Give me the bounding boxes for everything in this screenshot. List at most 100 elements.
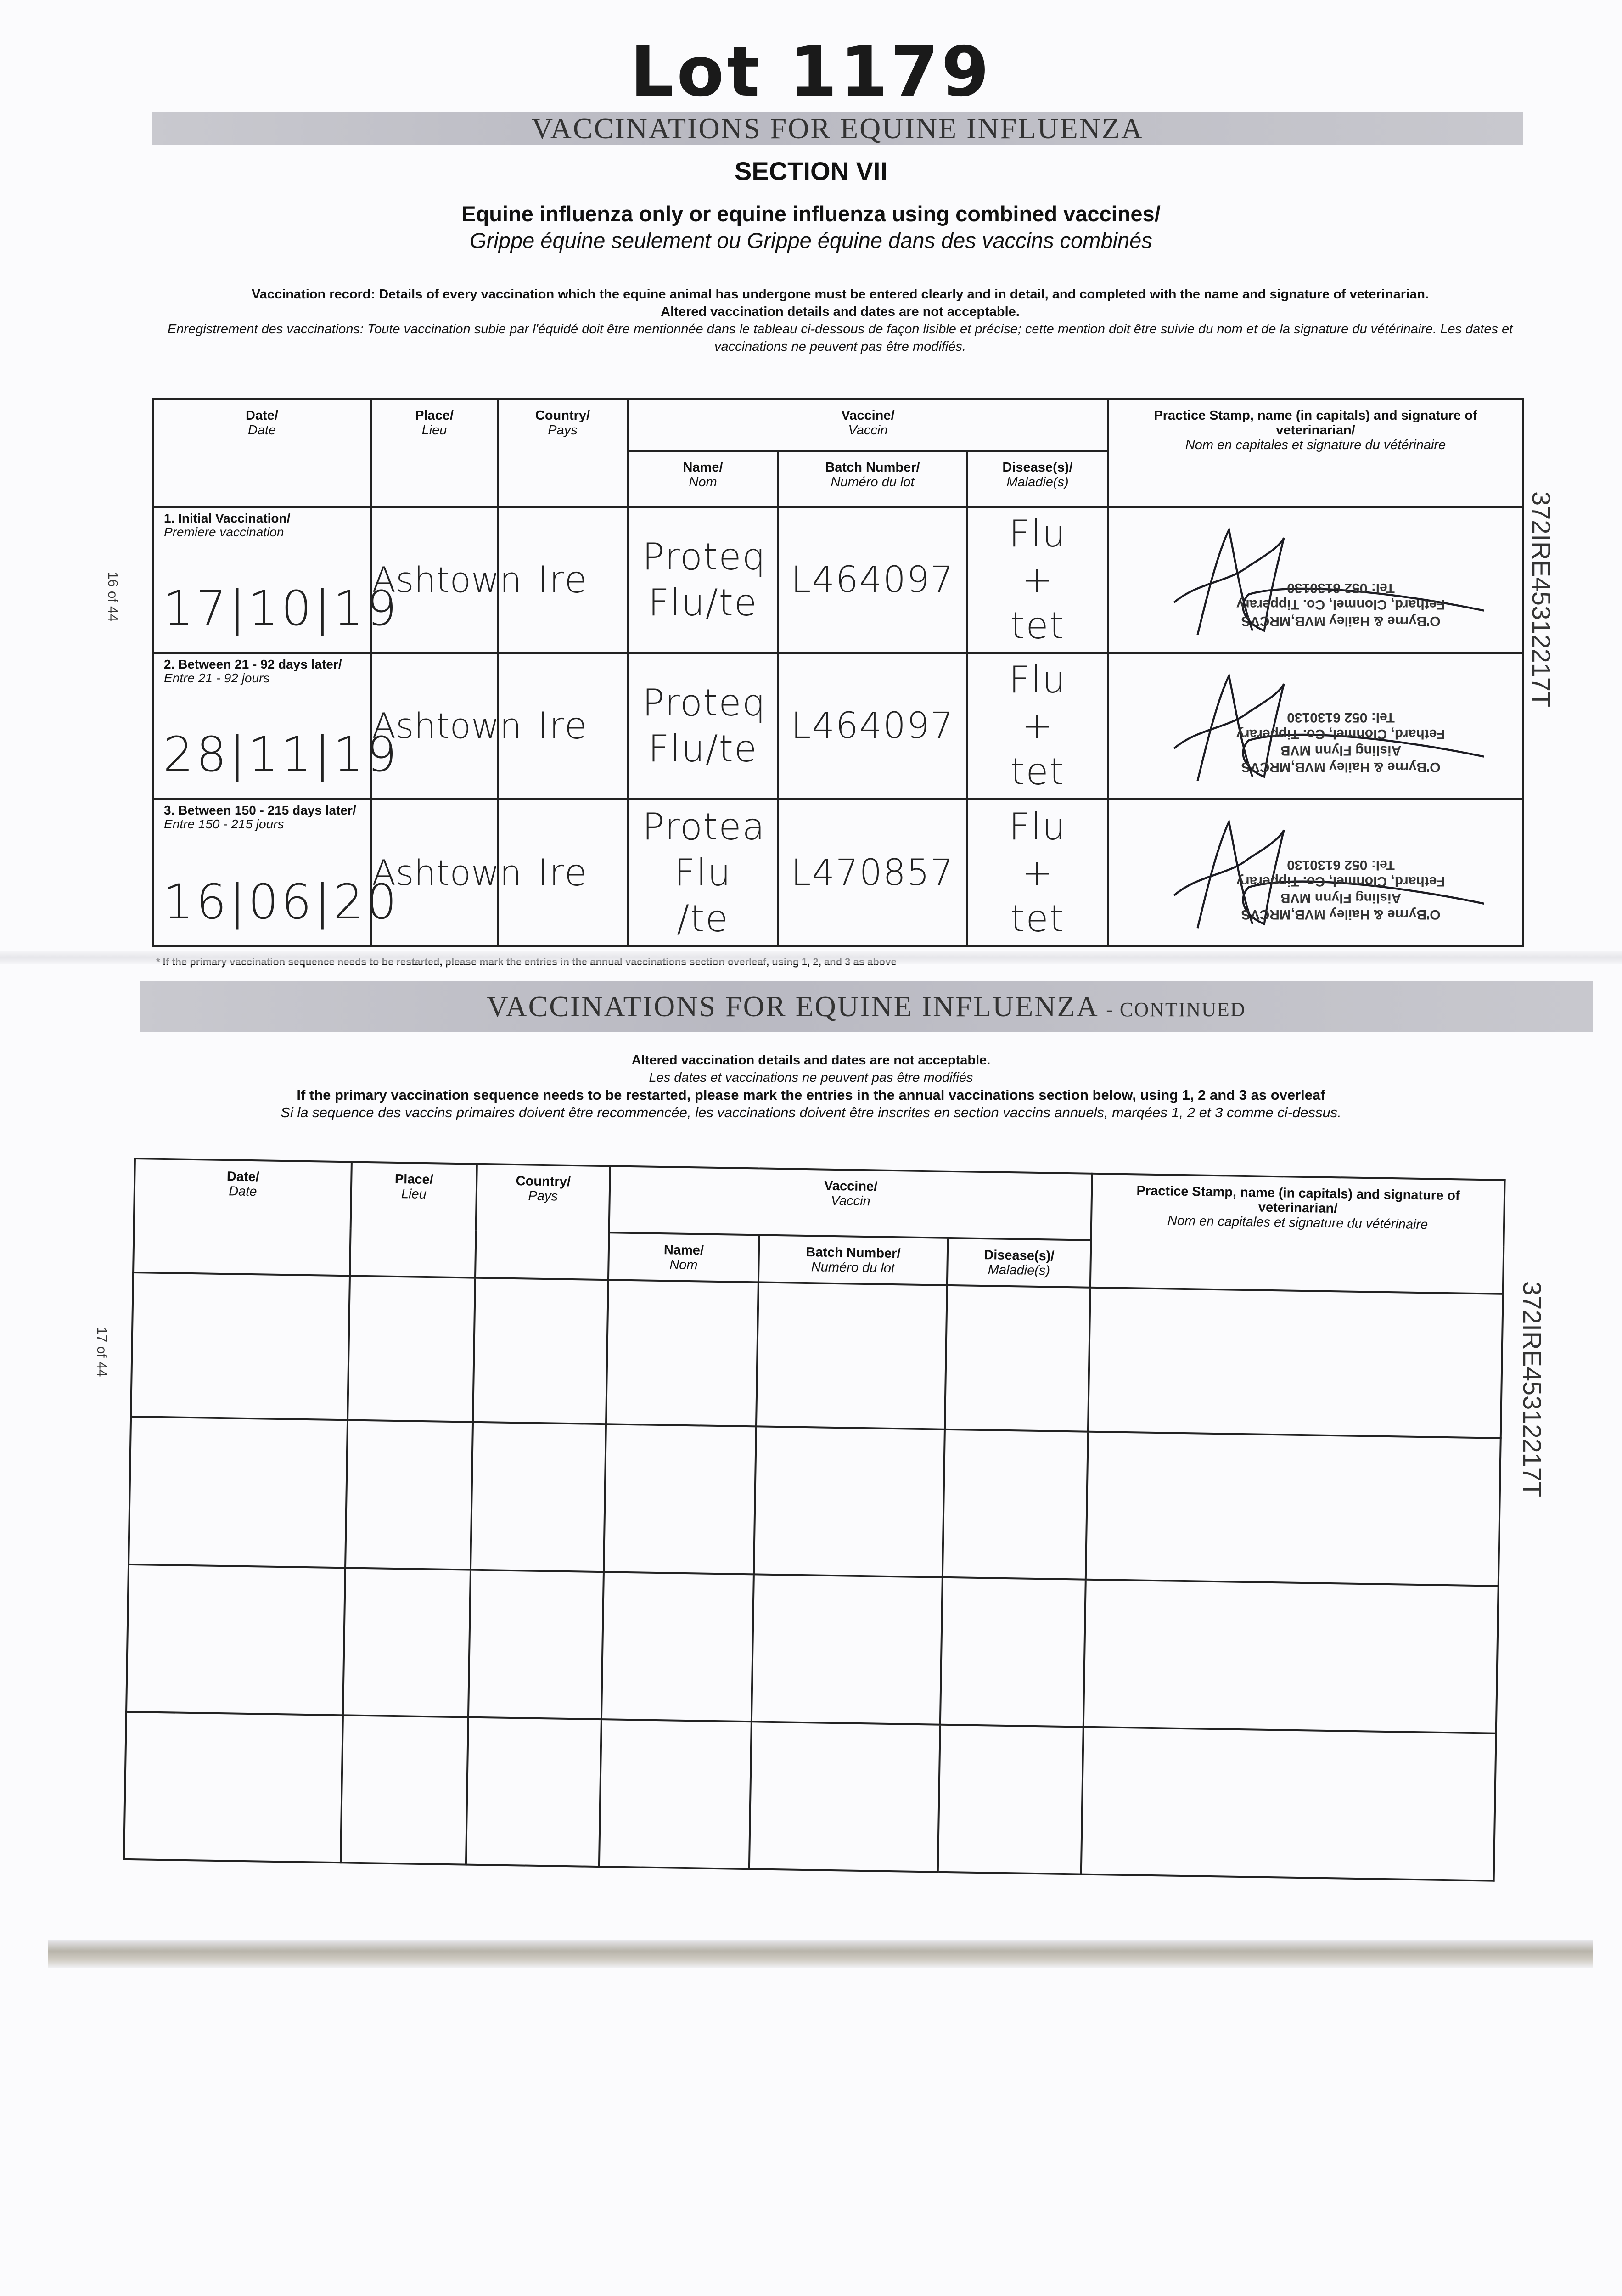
empty-cell[interactable] <box>944 1285 1090 1432</box>
continued-header-band: VACCINATIONS FOR EQUINE INFLUENZA - CONT… <box>140 981 1593 1032</box>
stamp-line: Tel: 052 6130130 <box>1287 710 1395 725</box>
empty-cell[interactable] <box>131 1272 350 1420</box>
empty-cell[interactable] <box>468 1570 604 1720</box>
header-date: Date/Date <box>133 1159 352 1276</box>
vaccination-date: 17|10|19 <box>163 580 400 636</box>
empty-cell[interactable] <box>466 1717 601 1867</box>
header-diseases: Disease(s)/Maladie(s) <box>947 1238 1091 1288</box>
note-en-altered-2: Altered vaccination details and dates ar… <box>631 1053 991 1068</box>
diseases: Flu + tet <box>1009 512 1066 647</box>
subtitle-fr: Grippe équine seulement ou Grippe équine… <box>470 228 1152 253</box>
lot-number-handwritten: Lot 1179 <box>630 32 992 112</box>
note-en: Vaccination record: Details of every vac… <box>252 287 1429 302</box>
empty-cell[interactable] <box>1083 1579 1499 1733</box>
stamp-line: O'Byrne & Hailey MVB,MRCVS <box>1241 613 1441 629</box>
empty-cell[interactable] <box>348 1276 475 1422</box>
date-cell: 1. Initial Vaccination/Premiere vaccinat… <box>152 506 397 654</box>
country-cell: Ire <box>497 798 629 947</box>
batch-number: L470857 <box>791 852 954 894</box>
header-vaccine-name: Name/Nom <box>627 450 779 508</box>
place: Ashtown <box>372 705 522 746</box>
vaccine-name: Proteq Flu/te <box>642 535 767 624</box>
disease-cell: Flu + tet <box>966 652 1109 800</box>
empty-cell[interactable] <box>937 1724 1083 1874</box>
row-label-fr: Entre 150 - 215 jours <box>164 817 284 831</box>
header-country: Country/Pays <box>475 1164 610 1280</box>
page-fold <box>0 951 1622 964</box>
page-number-2: 17 of 44 <box>94 1327 109 1377</box>
header-place: Place/Lieu <box>370 398 499 508</box>
diseases: Flu + tet <box>1009 658 1066 793</box>
signature <box>1173 527 1484 635</box>
empty-vaccination-row <box>129 1416 1501 1586</box>
batch-cell: L470857 <box>777 798 968 947</box>
vaccine-name-cell: Proteq Flu/te <box>627 506 779 654</box>
country: Ire <box>537 558 588 601</box>
header-place: Place/Lieu <box>350 1162 477 1278</box>
restart-note-fr: Si la sequence des vaccins primaires doi… <box>281 1104 1341 1120</box>
disease-cell: Flu + tet <box>966 506 1109 654</box>
place-cell: Ashtown <box>370 506 522 654</box>
empty-cell[interactable] <box>1085 1431 1501 1586</box>
empty-cell[interactable] <box>126 1564 346 1716</box>
header-vaccine: Vaccine/Vaccin <box>627 398 1109 452</box>
vet-stamp: O'Byrne & Hailey MVB,MRCVS Fethard, Clonm… <box>1151 522 1504 643</box>
vaccine-name: Proteq Flu/te <box>642 681 767 770</box>
note-fr-2: Les dates et vaccinations ne peuvent pas… <box>649 1070 973 1085</box>
empty-cell[interactable] <box>606 1280 758 1427</box>
empty-cell[interactable] <box>342 1568 471 1717</box>
empty-cell[interactable] <box>940 1577 1086 1727</box>
annual-table-wrapper: Date/Date Place/Lieu Country/Pays Vaccin… <box>123 1158 1506 1882</box>
header-diseases: Disease(s)/Maladie(s) <box>966 450 1109 508</box>
stamp-line: Tel: 052 6130130 <box>1287 580 1395 596</box>
empty-cell[interactable] <box>345 1420 473 1570</box>
continued-vaccination-table: Date/Date Place/Lieu Country/Pays Vaccin… <box>123 1158 1506 1882</box>
empty-cell[interactable] <box>123 1711 343 1863</box>
empty-cell[interactable] <box>603 1424 756 1575</box>
country-cell: Ire <box>497 652 629 800</box>
empty-cell[interactable] <box>753 1426 945 1577</box>
restart-note-en: If the primary vaccination sequence need… <box>297 1087 1325 1103</box>
page-bottom-edge <box>48 1940 1593 1968</box>
empty-cell[interactable] <box>749 1722 940 1872</box>
date-cell: 2. Between 21 - 92 days later/Entre 21 -… <box>152 652 397 800</box>
empty-cell[interactable] <box>599 1719 752 1869</box>
row-label-fr: Entre 21 - 92 jours <box>164 671 270 685</box>
empty-cell[interactable] <box>756 1282 947 1429</box>
stamp-line: Aisling Flynn MVB <box>1280 743 1402 758</box>
empty-vaccination-row <box>131 1272 1503 1438</box>
place: Ashtown <box>372 559 522 600</box>
empty-cell[interactable] <box>129 1416 348 1568</box>
stamp-line: Aisling Flynn MVB <box>1280 890 1402 906</box>
empty-cell[interactable] <box>601 1572 754 1722</box>
empty-cell[interactable] <box>340 1715 468 1865</box>
batch-cell: L464097 <box>777 506 968 654</box>
note-fr: Enregistrement des vaccinations: Toute v… <box>167 322 1513 354</box>
stamp-cell: O'Byrne & Hailey MVB,MRCVS Aisling Flynn … <box>1107 652 1524 800</box>
empty-cell[interactable] <box>473 1277 608 1424</box>
country: Ire <box>537 704 588 747</box>
empty-cell[interactable] <box>751 1574 943 1725</box>
empty-cell[interactable] <box>1081 1727 1496 1881</box>
vaccination-date: 16|06|20 <box>163 874 400 930</box>
place: Ashtown <box>372 852 522 893</box>
header-stamp: Practice Stamp, name (in capitals) and s… <box>1107 398 1524 508</box>
country: Ire <box>537 851 588 894</box>
country-cell: Ire <box>497 506 629 654</box>
empty-cell[interactable] <box>470 1422 606 1572</box>
batch-number: L464097 <box>791 559 954 601</box>
batch-cell: L464097 <box>777 652 968 800</box>
subtitle-en: Equine influenza only or equine influenz… <box>461 202 1161 226</box>
empty-cell[interactable] <box>1088 1287 1503 1438</box>
stamp-line: O'Byrne & Hailey MVB,MRCVS <box>1241 760 1441 775</box>
header-vaccine-name: Name/Nom <box>608 1232 759 1283</box>
signature <box>1173 819 1484 929</box>
section-header-band: VACCINATIONS FOR EQUINE INFLUENZA <box>152 112 1523 145</box>
empty-cell[interactable] <box>942 1429 1088 1580</box>
vaccination-row: 3. Between 150 - 215 days later/Entre 15… <box>152 798 1524 947</box>
date-cell: 3. Between 150 - 215 days later/Entre 15… <box>152 798 397 947</box>
row-label: 3. Between 150 - 215 days later/ <box>164 803 356 817</box>
stamp-text: O'Byrne & Hailey MVB,MRCVS Aisling Flynn … <box>1206 856 1476 923</box>
band-title-continued: VACCINATIONS FOR EQUINE INFLUENZA - CONT… <box>487 990 1246 1023</box>
stamp-text: O'Byrne & Hailey MVB,MRCVS Aisling Flynn … <box>1206 709 1476 775</box>
